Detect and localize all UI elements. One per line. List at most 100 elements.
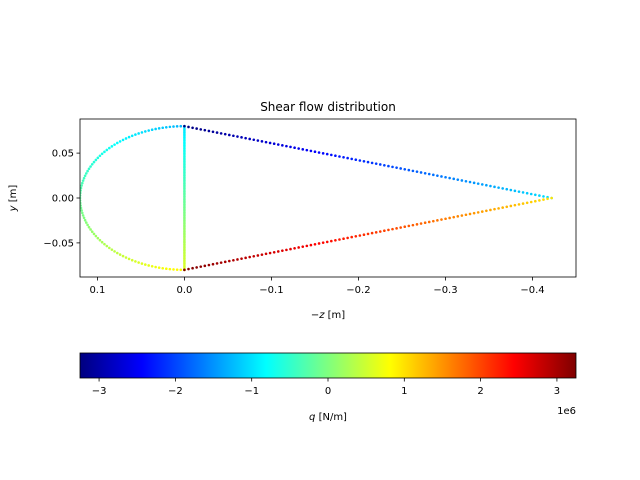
shear-point (480, 210, 484, 213)
colorbar-tick-label-3: 0 (325, 386, 331, 397)
shear-point (395, 166, 398, 169)
shear-point (103, 242, 106, 246)
shear-point (161, 266, 165, 270)
shear-point (260, 253, 264, 256)
x-axis-label-unit: [m] (324, 310, 345, 321)
shear-point (489, 208, 492, 212)
shear-point (137, 261, 140, 264)
shear-point (293, 246, 296, 250)
shear-point (264, 252, 268, 256)
y-tick-label-2: −0.05 (43, 238, 74, 249)
shear-point (476, 211, 480, 214)
shear-point (87, 167, 91, 171)
shear-point (144, 130, 147, 133)
shear-point (529, 200, 533, 204)
y-axis-label-unit: [m] (8, 185, 19, 206)
shear-point (157, 127, 161, 130)
shear-point (448, 216, 451, 220)
shear-point (464, 179, 468, 183)
shear-point (440, 175, 443, 178)
y-axis-ticks: 0.05 0.00 −0.05 (43, 149, 80, 249)
shear-point (542, 195, 545, 198)
shear-point (168, 125, 172, 129)
shear-point (285, 144, 288, 148)
shear-point (100, 240, 104, 244)
shear-point (223, 260, 227, 264)
x-tick-label-2: −0.1 (259, 285, 283, 296)
shear-point (130, 258, 134, 262)
shear-point (108, 146, 111, 150)
shear-point (374, 231, 378, 234)
shear-point (110, 248, 114, 251)
shear-point (203, 128, 207, 132)
y-tick-label-0: 0.05 (52, 149, 74, 160)
shear-point (317, 242, 321, 245)
x-axis-label-var: z (318, 310, 325, 321)
shear-point (105, 148, 109, 152)
shear-point (362, 159, 366, 163)
shear-point (534, 193, 537, 197)
shear-point (440, 218, 443, 221)
shear-point (444, 217, 447, 221)
shear-point (248, 255, 252, 259)
shear-point (150, 265, 154, 268)
x-axis-label-prefix: − (311, 310, 319, 321)
shear-point (268, 141, 272, 145)
shear-point (391, 227, 394, 231)
colorbar-offset-text: 1e6 (557, 406, 576, 417)
shear-point (248, 137, 252, 141)
colorbar-tick-label-1: −2 (168, 386, 183, 397)
x-tick-label-3: −0.2 (346, 285, 370, 296)
shear-point (378, 230, 382, 233)
shear-point (134, 133, 137, 136)
shear-point (538, 199, 541, 202)
shear-point (330, 239, 333, 243)
shear-point (509, 204, 513, 208)
shear-point (513, 203, 517, 207)
shear-point (232, 134, 235, 138)
shear-point (517, 203, 521, 206)
shear-point (407, 224, 411, 228)
shear-point (415, 223, 419, 226)
shear-point (215, 131, 219, 134)
shear-point (387, 164, 390, 168)
shear-point (338, 238, 341, 241)
shear-point (92, 232, 96, 236)
shear-point (346, 236, 349, 240)
shear-point (460, 179, 464, 182)
shear-point (187, 267, 190, 271)
shear-point (147, 264, 151, 267)
shear-point (497, 207, 500, 210)
shear-point (90, 162, 94, 166)
shear-point (116, 251, 119, 255)
shear-point (191, 266, 194, 270)
y-axis-label: y [m] (8, 185, 19, 213)
shear-point (293, 146, 296, 150)
shear-point (297, 147, 300, 150)
shear-point (485, 209, 488, 213)
shear-point (432, 173, 435, 177)
shear-point (423, 171, 427, 175)
shear-point (272, 250, 276, 254)
shear-point (550, 196, 553, 200)
shear-point (195, 127, 198, 130)
shear-point (161, 126, 165, 130)
shear-point (399, 167, 402, 170)
shear-point (346, 156, 349, 160)
shear-point (137, 132, 140, 135)
shear-point (297, 246, 300, 249)
shear-point (309, 149, 313, 153)
colorbar-tick-label-6: 3 (554, 386, 560, 397)
shear-point (90, 230, 94, 234)
shear-point (501, 206, 504, 209)
shear-point (228, 133, 231, 137)
shear-point (118, 140, 122, 143)
shear-point (164, 267, 168, 271)
shear-point (350, 157, 354, 161)
shear-point (244, 136, 247, 140)
shear-point (505, 205, 509, 209)
shear-point (468, 180, 472, 184)
segment-upper-skin (183, 124, 553, 200)
segment-spar-web (183, 124, 186, 272)
shear-point (264, 140, 268, 144)
